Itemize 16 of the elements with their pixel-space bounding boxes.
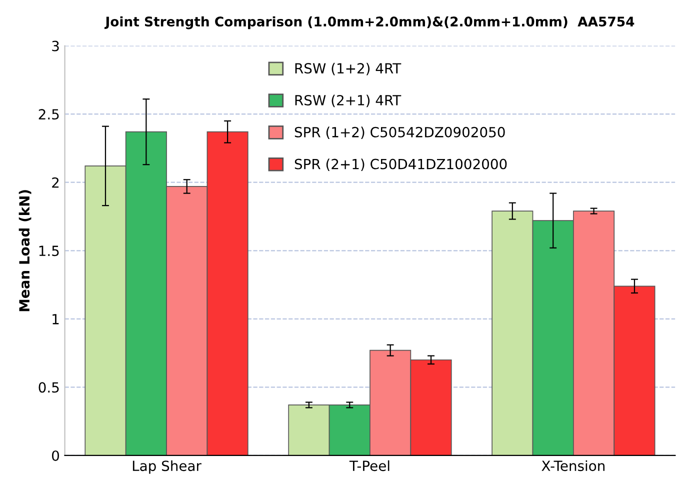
y-tick-label: 0.5 [38, 382, 59, 393]
x-tick-label: Lap Shear [132, 460, 202, 474]
legend-label: SPR (1+2) C50542DZ0902050 [294, 126, 505, 140]
chart-title: Joint Strength Comparison (1.0mm+2.0mm)&(2.0mm+1.0mm) AA5754 [104, 16, 634, 30]
y-tick-label: 2.5 [38, 109, 59, 120]
y-tick-label: 2 [52, 177, 59, 188]
legend-label: SPR (2+1) C50D41DZ1002000 [294, 158, 507, 171]
y-tick-label: 3 [52, 40, 59, 52]
y-tick-label: 1.5 [39, 246, 59, 256]
x-tick-label: T-Peel [349, 460, 390, 472]
x-tick-label: X-Tension [542, 460, 604, 472]
legend-label: RSW (1+2) 4RT [295, 62, 402, 76]
legend-label: RSW (2+1) 4RT [295, 94, 402, 108]
y-axis-title: Mean Load (kN) [18, 190, 32, 312]
y-tick-label: 0 [52, 450, 60, 461]
y-tick-label: 1 [52, 314, 59, 324]
